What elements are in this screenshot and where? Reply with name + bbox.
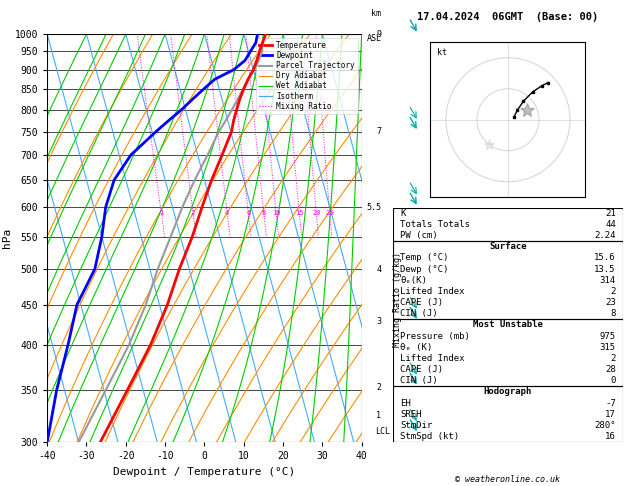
Text: 44: 44	[605, 220, 616, 229]
Text: StmSpd (kt): StmSpd (kt)	[400, 432, 459, 441]
Bar	[393, 386, 623, 442]
Y-axis label: hPa: hPa	[2, 228, 12, 248]
Text: 2: 2	[611, 287, 616, 296]
Text: CIN (J): CIN (J)	[400, 309, 438, 318]
Text: 280°: 280°	[594, 421, 616, 430]
Text: ASL: ASL	[367, 34, 381, 43]
Text: 16: 16	[605, 432, 616, 441]
Text: K: K	[400, 208, 405, 218]
Text: 4: 4	[225, 210, 230, 216]
Text: Most Unstable: Most Unstable	[473, 320, 543, 330]
Text: EH: EH	[400, 399, 411, 408]
Text: CIN (J): CIN (J)	[400, 376, 438, 385]
Text: 17: 17	[605, 410, 616, 419]
Text: CAPE (J): CAPE (J)	[400, 365, 443, 374]
Bar	[393, 319, 623, 386]
Text: 3: 3	[377, 317, 381, 326]
Text: 975: 975	[599, 331, 616, 341]
Text: 6: 6	[246, 210, 250, 216]
Text: 1: 1	[159, 210, 164, 216]
Text: 9: 9	[377, 30, 381, 38]
Text: Lifted Index: Lifted Index	[400, 354, 464, 363]
Text: km: km	[372, 9, 381, 17]
Text: Lifted Index: Lifted Index	[400, 287, 464, 296]
Text: 7: 7	[377, 127, 381, 136]
Title: -37°00'S  174°4B'E  79m ASL: -37°00'S 174°4B'E 79m ASL	[113, 22, 296, 32]
Text: Pressure (mb): Pressure (mb)	[400, 331, 470, 341]
Text: 315: 315	[599, 343, 616, 352]
Text: 0: 0	[611, 376, 616, 385]
Text: Hodograph: Hodograph	[484, 387, 532, 397]
Text: 2: 2	[611, 354, 616, 363]
Text: 21: 21	[605, 208, 616, 218]
Text: © weatheronline.co.uk: © weatheronline.co.uk	[455, 474, 560, 484]
Text: LCL: LCL	[375, 427, 390, 436]
Text: 15: 15	[295, 210, 304, 216]
Text: 8: 8	[262, 210, 266, 216]
Text: Temp (°C): Temp (°C)	[400, 253, 448, 262]
Bar	[393, 208, 623, 241]
Text: 1: 1	[377, 411, 381, 420]
Legend: Temperature, Dewpoint, Parcel Trajectory, Dry Adiabat, Wet Adiabat, Isotherm, Mi: Temperature, Dewpoint, Parcel Trajectory…	[255, 38, 358, 114]
Text: 23: 23	[605, 298, 616, 307]
Text: -7: -7	[605, 399, 616, 408]
Text: Dewp (°C): Dewp (°C)	[400, 264, 448, 274]
Text: PW (cm): PW (cm)	[400, 231, 438, 240]
Text: CAPE (J): CAPE (J)	[400, 298, 443, 307]
Text: θₑ(K): θₑ(K)	[400, 276, 427, 285]
Text: 5.5: 5.5	[367, 203, 381, 212]
Text: 8: 8	[611, 309, 616, 318]
Text: 2: 2	[377, 382, 381, 392]
Text: 25: 25	[325, 210, 334, 216]
Text: Surface: Surface	[489, 242, 526, 251]
Text: 13.5: 13.5	[594, 264, 616, 274]
Bar	[393, 241, 623, 319]
Text: Mixing Ratio (g/kg): Mixing Ratio (g/kg)	[393, 252, 402, 347]
Text: 10: 10	[272, 210, 281, 216]
Text: 2.24: 2.24	[594, 231, 616, 240]
X-axis label: Dewpoint / Temperature (°C): Dewpoint / Temperature (°C)	[113, 467, 296, 477]
Text: 2: 2	[191, 210, 195, 216]
Text: 28: 28	[605, 365, 616, 374]
Text: kt: kt	[437, 48, 447, 56]
Text: SREH: SREH	[400, 410, 421, 419]
Text: 15.6: 15.6	[594, 253, 616, 262]
Text: θₑ (K): θₑ (K)	[400, 343, 432, 352]
Text: Totals Totals: Totals Totals	[400, 220, 470, 229]
Text: 314: 314	[599, 276, 616, 285]
Text: 4: 4	[377, 264, 381, 274]
Text: StmDir: StmDir	[400, 421, 432, 430]
Text: 17.04.2024  06GMT  (Base: 00): 17.04.2024 06GMT (Base: 00)	[417, 12, 599, 22]
Text: 20: 20	[312, 210, 321, 216]
